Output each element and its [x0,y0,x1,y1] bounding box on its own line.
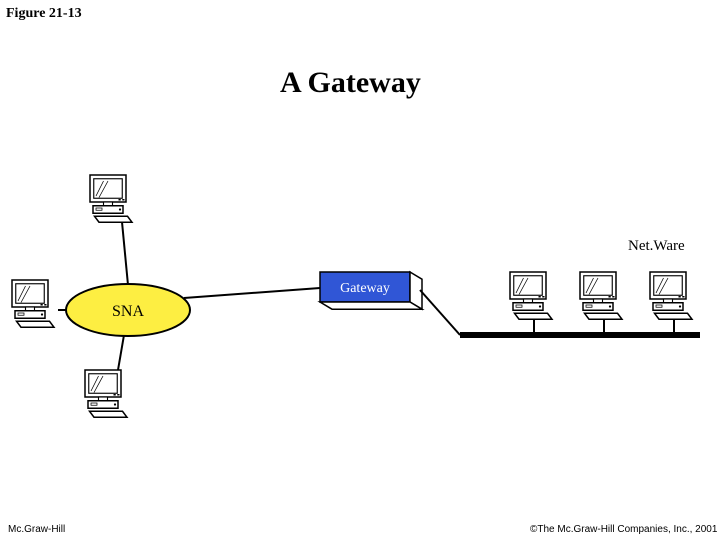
gateway-box: Gateway [320,272,422,309]
netware-bus [460,332,700,338]
computer-icon [85,370,127,417]
network-diagram: SNA Gateway Net.Ware [0,0,720,540]
computer-icon [510,272,552,319]
netware-label: Net.Ware [628,238,685,254]
computer-icon [12,280,54,327]
gateway-label: Gateway [340,281,390,296]
computer-icon [650,272,692,319]
sna-label: SNA [112,303,144,320]
computer-icon [90,175,132,222]
computer-icon [580,272,622,319]
